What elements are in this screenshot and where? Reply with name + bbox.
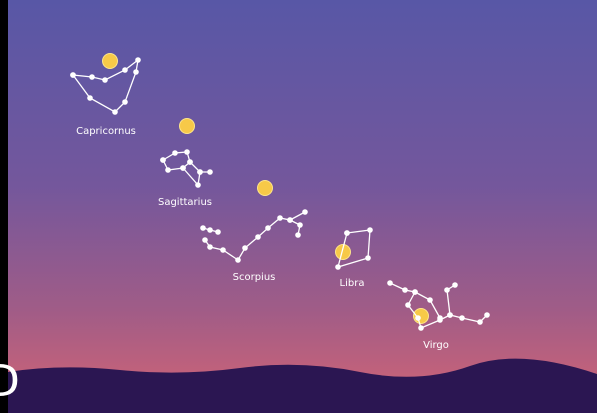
star: [235, 257, 241, 263]
star: [122, 67, 128, 73]
star: [344, 230, 350, 236]
star: [418, 325, 424, 331]
star: [215, 229, 221, 235]
star: [484, 312, 490, 318]
star: [427, 297, 433, 303]
star: [402, 287, 408, 293]
star: [207, 227, 213, 233]
star: [367, 227, 373, 233]
star: [187, 159, 193, 165]
star: [197, 169, 203, 175]
star: [202, 237, 208, 243]
star: [365, 255, 371, 261]
star: [242, 245, 248, 251]
star: [160, 157, 166, 163]
star: [297, 222, 303, 228]
star: [122, 99, 128, 105]
star: [477, 319, 483, 325]
star: [195, 182, 201, 188]
star: [415, 315, 421, 321]
star: [207, 169, 213, 175]
star: [265, 225, 271, 231]
star: [387, 280, 393, 286]
star: [102, 77, 108, 83]
star: [255, 234, 261, 240]
sun: [179, 118, 195, 134]
constellation-label: Sagittarius: [158, 197, 212, 208]
star: [437, 315, 443, 321]
constellation-line: [72, 58, 139, 113]
sun: [335, 244, 351, 260]
star: [220, 247, 226, 253]
edge-text: D: [0, 356, 20, 407]
constellation-line: [289, 211, 306, 221]
star: [87, 95, 93, 101]
star: [135, 57, 141, 63]
star: [302, 209, 308, 215]
star: [444, 287, 450, 293]
star: [207, 244, 213, 250]
sun: [257, 180, 273, 196]
constellation-label: Scorpius: [233, 272, 276, 283]
star: [165, 167, 171, 173]
star: [452, 282, 458, 288]
star: [277, 215, 283, 221]
horizon: [8, 358, 597, 413]
star: [405, 302, 411, 308]
star: [172, 150, 178, 156]
star: [335, 264, 341, 270]
star: [112, 109, 118, 115]
star: [180, 165, 186, 171]
star: [200, 225, 206, 231]
star: [447, 312, 453, 318]
constellation-lines: [70, 57, 490, 331]
star: [133, 69, 139, 75]
sun: [102, 53, 118, 69]
constellation-label: Capricornus: [76, 126, 136, 137]
star: [412, 289, 418, 295]
star: [184, 149, 190, 155]
star: [70, 72, 76, 78]
sky: [8, 0, 597, 413]
constellation-label: Virgo: [423, 340, 449, 351]
star: [459, 315, 465, 321]
star: [295, 232, 301, 238]
star: [89, 74, 95, 80]
constellation-label: Libra: [340, 278, 365, 289]
star: [287, 217, 293, 223]
